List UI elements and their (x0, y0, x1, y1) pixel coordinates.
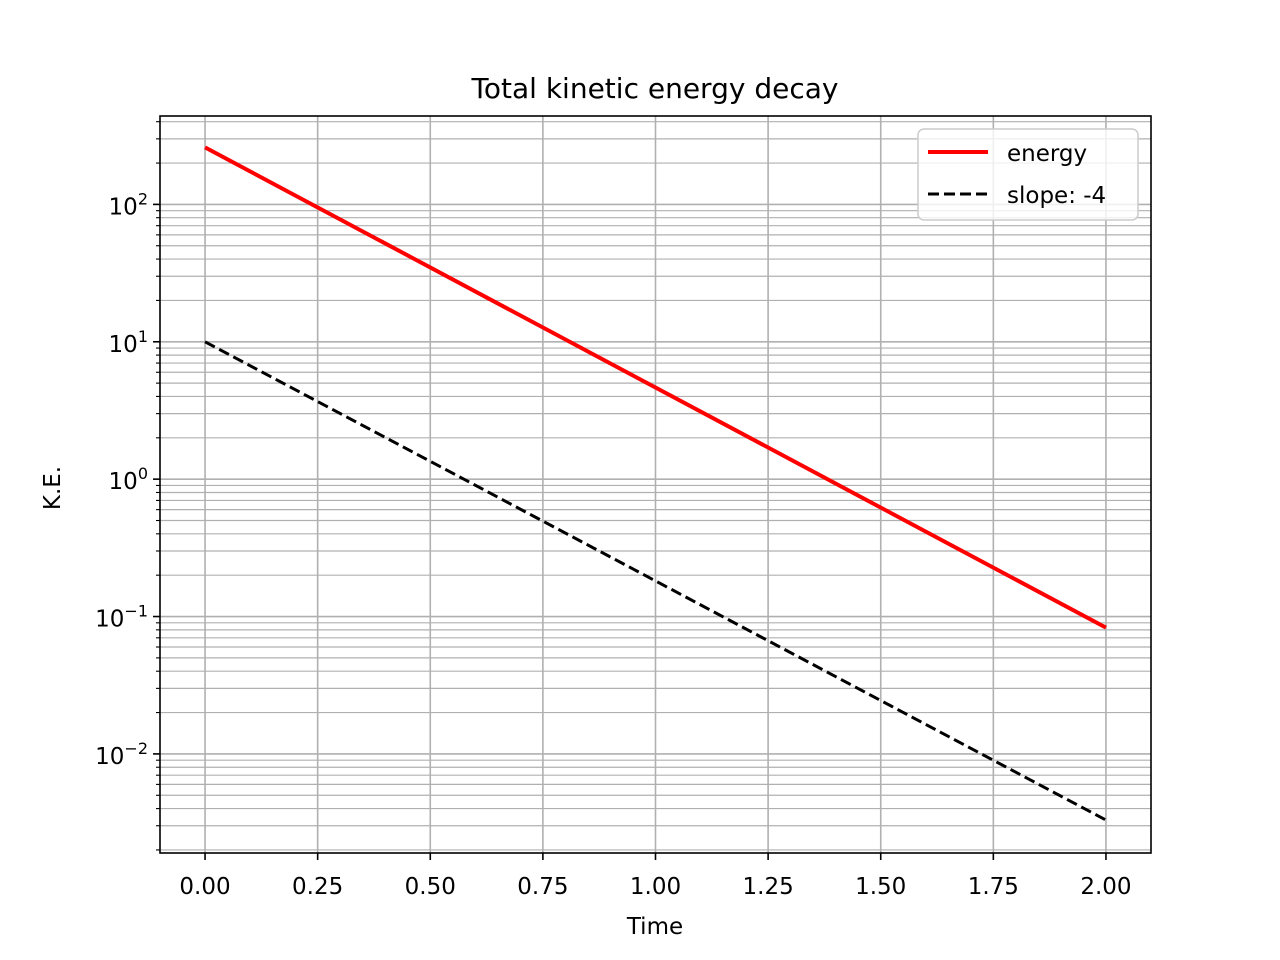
x-tick-label: 2.00 (1080, 874, 1131, 900)
x-tick-label: 1.00 (630, 874, 681, 900)
series-line-0 (204, 145, 1107, 630)
y-axis-title: K.E. (40, 466, 66, 510)
series-line-1 (204, 340, 1107, 822)
y-tick-label: 101 (109, 327, 148, 358)
legend: energy slope: -4 (917, 128, 1139, 221)
x-axis-title: Time (626, 914, 683, 940)
x-tick-label: 0.25 (292, 874, 343, 900)
chart-title: Total kinetic energy decay (471, 72, 839, 105)
x-tick-label: 1.75 (968, 874, 1019, 900)
legend-label-energy: energy (1007, 141, 1087, 167)
legend-label-slope: slope: -4 (1007, 183, 1106, 209)
ticks: 0.00 0.25 0.50 0.75 1.00 1.25 1.50 1.75 2.00 10−2… (95, 121, 1132, 900)
x-tick-label: 0.50 (405, 874, 456, 900)
y-tick-label: 100 (109, 464, 148, 495)
x-tick-label: 0.00 (179, 874, 230, 900)
y-tick-label: 10−1 (95, 602, 148, 633)
y-tick-label: 102 (109, 189, 148, 220)
series-layer (204, 145, 1107, 822)
x-tick-label: 1.25 (743, 874, 794, 900)
y-tick-label: 10−2 (95, 739, 148, 770)
grid (160, 116, 1151, 853)
x-tick-label: 1.50 (855, 874, 906, 900)
x-tick-label: 0.75 (517, 874, 568, 900)
